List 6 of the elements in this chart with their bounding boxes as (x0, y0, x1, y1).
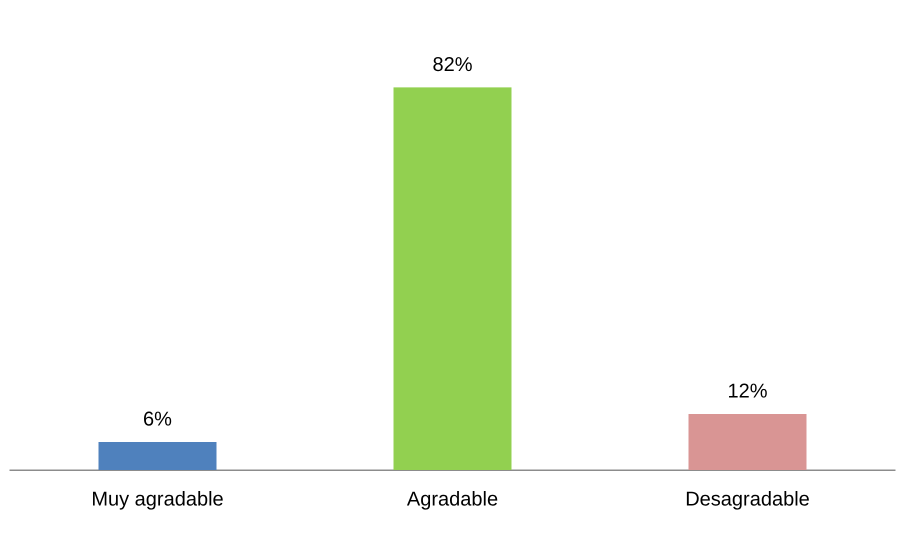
x-tick-label: Agradable (406, 488, 498, 511)
x-tick-label: Desagradable (685, 488, 810, 511)
data-label: 82% (432, 54, 473, 76)
data-label: 6% (143, 408, 172, 431)
x-tick-label: Muy agradable (91, 488, 224, 511)
data-label: 12% (727, 380, 768, 403)
